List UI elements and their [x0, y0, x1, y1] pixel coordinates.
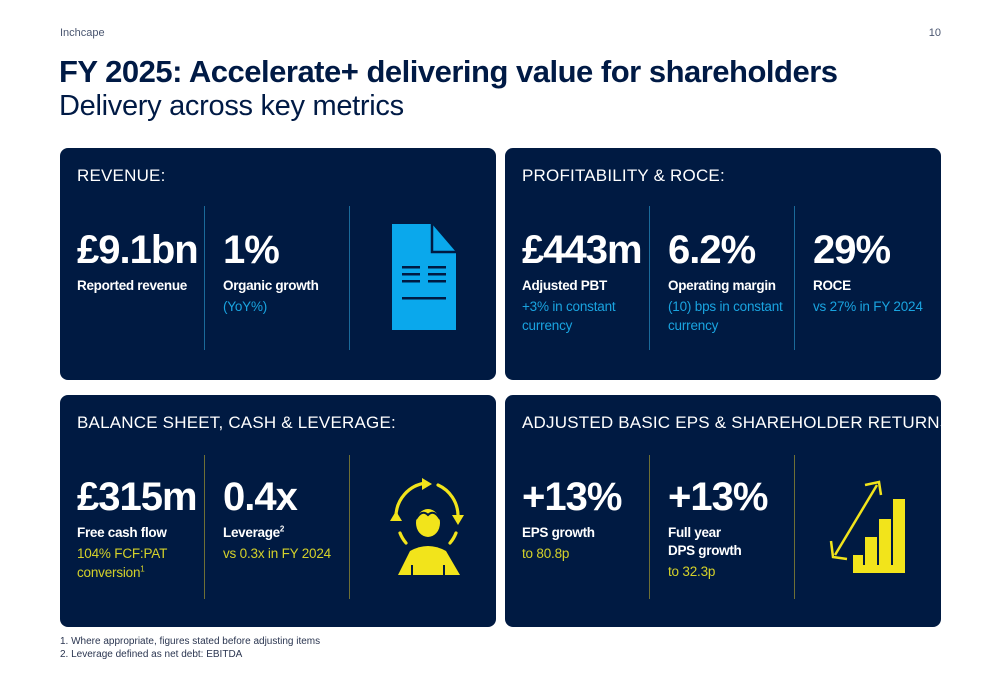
metric-adjusted-pbt: £443m Adjusted PBT +3% in constant curre…: [522, 228, 652, 335]
metric-roce: 29% ROCE vs 27% in FY 2024: [813, 228, 943, 316]
metric-label: Full year DPS growth: [668, 525, 742, 558]
footnote-ref: 1: [140, 564, 145, 574]
metric-label: Organic growth: [223, 278, 319, 293]
metric-label: Free cash flow: [77, 525, 167, 540]
metric-operating-margin: 6.2% Operating margin (10) bps in consta…: [668, 228, 798, 335]
metric-value: 29%: [813, 228, 891, 272]
metric-value: 6.2%: [668, 228, 756, 272]
metric-organic-growth: 1% Organic growth (YoY%): [223, 228, 353, 316]
divider: [204, 206, 205, 350]
metric-label: Leverage2: [223, 524, 353, 542]
footnote-1: 1. Where appropriate, figures stated bef…: [60, 636, 321, 647]
panel-title: ADJUSTED BASIC EPS & SHAREHOLDER RETURNS…: [522, 413, 957, 432]
metric-reported-revenue: £9.1bn Reported revenue: [77, 228, 207, 295]
brand-name: Inchcape: [60, 27, 105, 39]
page-title: FY 2025: Accelerate+ delivering value fo…: [59, 54, 838, 89]
balance-sheet-panel: BALANCE SHEET, CASH & LEVERAGE: £315m Fr…: [60, 395, 496, 627]
metric-note: 104% FCF:PAT conversion1: [77, 544, 207, 582]
metric-value: £443m: [522, 228, 643, 272]
revenue-panel: REVENUE: £9.1bn Reported revenue 1% Orga…: [60, 148, 496, 380]
metric-value: 0.4x: [223, 475, 298, 519]
metric-eps-growth: +13% EPS growth to 80.8p: [522, 475, 652, 563]
panel-title: REVENUE:: [77, 166, 166, 185]
metric-label: ROCE: [813, 278, 851, 293]
metric-note: (YoY%): [223, 299, 268, 314]
divider: [649, 206, 650, 350]
metric-note: (10) bps in constant currency: [668, 299, 783, 333]
footnote-2: 2. Leverage defined as net debt: EBITDA: [60, 649, 243, 660]
growth-chart-icon: [827, 479, 911, 584]
metric-note: to 80.8p: [522, 546, 570, 561]
panel-title: BALANCE SHEET, CASH & LEVERAGE:: [77, 413, 396, 432]
metric-value: £9.1bn: [77, 228, 199, 272]
metric-dps-growth: +13% Full year DPS growth to 32.3p: [668, 475, 798, 581]
page-number: 10: [928, 27, 941, 39]
metric-value: 1%: [223, 228, 280, 272]
metric-note: +3% in constant currency: [522, 299, 616, 333]
divider: [794, 455, 795, 599]
metric-value: £315m: [77, 475, 198, 519]
footnotes: 1. Where appropriate, figures stated bef…: [60, 635, 320, 661]
footnote-ref: 2: [279, 524, 285, 534]
metric-label: Operating margin: [668, 278, 776, 293]
metric-label: Adjusted PBT: [522, 278, 607, 293]
metric-note-text: 104% FCF:PAT conversion: [77, 546, 167, 580]
metric-value: +13%: [522, 475, 622, 519]
divider: [204, 455, 205, 599]
metric-note: vs 27% in FY 2024: [813, 299, 923, 314]
metric-label-text: Leverage: [223, 525, 280, 540]
metric-note: to 32.3p: [668, 564, 716, 579]
divider: [794, 206, 795, 350]
profitability-panel: PROFITABILITY & ROCE: £443m Adjusted PBT…: [505, 148, 941, 380]
metric-value: +13%: [668, 475, 768, 519]
metric-note: vs 0.3x in FY 2024: [223, 546, 331, 561]
metric-free-cash-flow: £315m Free cash flow 104% FCF:PAT conver…: [77, 475, 207, 582]
page-subtitle: Delivery across key metrics: [59, 90, 404, 122]
metric-label: EPS growth: [522, 525, 595, 540]
person-cycle-icon: [382, 475, 472, 580]
divider: [349, 206, 350, 350]
eps-returns-panel: ADJUSTED BASIC EPS & SHAREHOLDER RETURNS…: [505, 395, 956, 627]
divider: [349, 455, 350, 599]
divider: [649, 455, 650, 599]
metric-leverage: 0.4x Leverage2 vs 0.3x in FY 2024: [223, 475, 353, 563]
panel-title: PROFITABILITY & ROCE:: [522, 166, 725, 185]
document-icon: [392, 224, 456, 335]
metric-label: Reported revenue: [77, 278, 187, 293]
